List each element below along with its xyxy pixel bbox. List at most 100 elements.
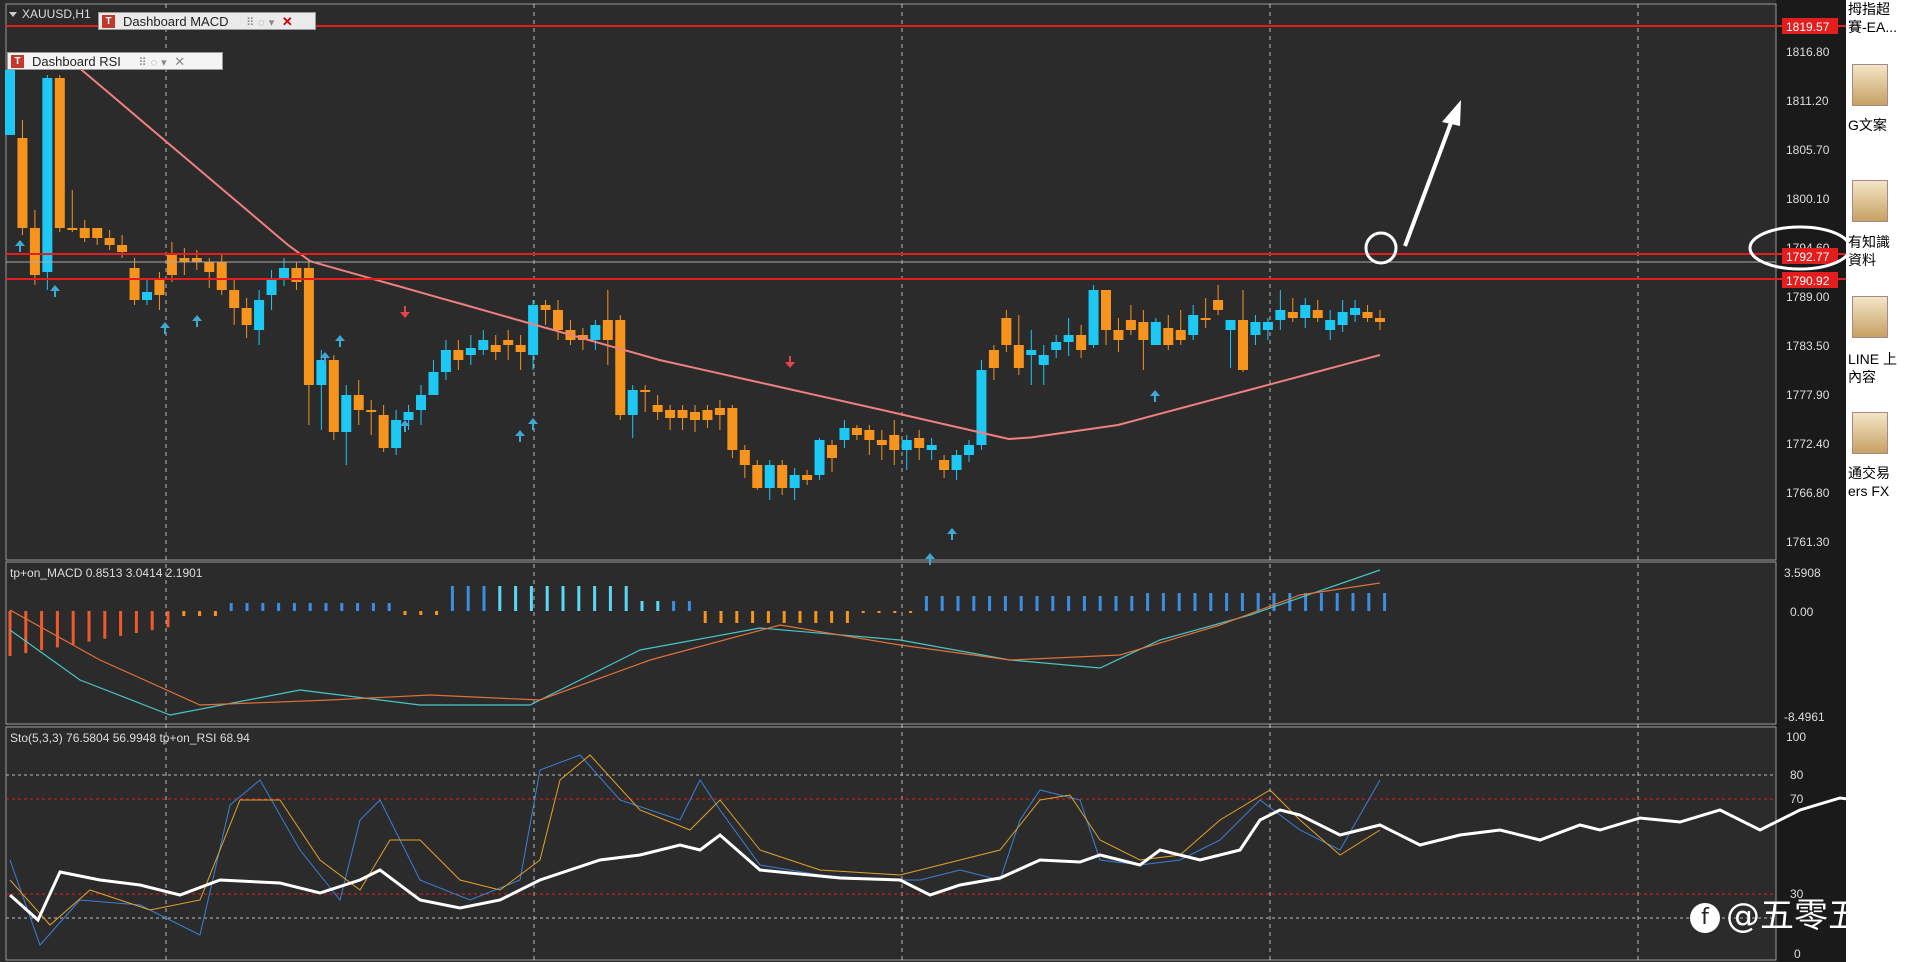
close-icon[interactable]: ✕ xyxy=(174,54,186,69)
macd-histogram-bar xyxy=(924,596,928,611)
candle-body xyxy=(528,305,539,355)
macd-histogram-bar xyxy=(40,611,44,651)
candle-body xyxy=(1287,312,1298,318)
highlight-ellipse-price xyxy=(1748,225,1852,271)
candle-body xyxy=(1175,330,1186,340)
candle-body xyxy=(964,445,974,455)
macd-histogram-bar xyxy=(213,611,217,616)
close-icon[interactable]: ✕ xyxy=(281,14,293,29)
candle-body xyxy=(789,475,800,488)
file-icon[interactable] xyxy=(1852,64,1888,106)
candle-body xyxy=(515,345,526,352)
candle-body xyxy=(814,440,825,475)
chart-menu-icon[interactable] xyxy=(9,12,17,17)
dashboard-rsi-label: Dashboard RSI xyxy=(32,54,121,69)
candle-body xyxy=(926,445,937,450)
buy-arrow-icon xyxy=(15,240,25,246)
macd-histogram-bar xyxy=(292,603,296,611)
price-axis-label: 1800.10 xyxy=(1786,192,1830,206)
candle-body xyxy=(1063,335,1074,342)
desktop-label: 內容 xyxy=(1848,369,1876,385)
macd-histogram-bar xyxy=(498,586,502,611)
macd-histogram-bar xyxy=(198,611,202,616)
candle-body xyxy=(1188,315,1199,335)
macd-histogram-bar xyxy=(845,611,849,623)
macd-histogram-bar xyxy=(403,611,407,615)
macd-histogram-bar xyxy=(308,603,312,611)
candle-body xyxy=(1076,335,1087,350)
macd-histogram-bar xyxy=(482,586,486,611)
macd-histogram-bar xyxy=(893,611,897,613)
candle-body xyxy=(54,78,65,228)
desktop-label: 拇指超 xyxy=(1848,1,1890,17)
macd-histogram-bar xyxy=(1383,593,1387,611)
candle-body xyxy=(1013,345,1024,368)
candle-body xyxy=(1362,312,1373,318)
macd-histogram-bar xyxy=(703,611,707,623)
candle-body xyxy=(802,475,813,480)
candle-body xyxy=(839,428,850,440)
macd-histogram-bar xyxy=(751,611,755,623)
macd-histogram-bar xyxy=(719,611,723,623)
macd-histogram-bar xyxy=(245,603,249,611)
macd-histogram-bar xyxy=(940,596,944,611)
candle-body xyxy=(615,320,626,415)
macd-histogram-bar xyxy=(1272,593,1276,611)
price-axis-label: 1761.30 xyxy=(1786,535,1830,549)
file-icon[interactable] xyxy=(1852,412,1888,454)
macd-histogram-bar xyxy=(103,611,107,639)
buy-arrow-icon xyxy=(160,322,170,328)
candle-body xyxy=(1026,350,1037,355)
candle-body xyxy=(727,408,738,450)
candle-body xyxy=(191,258,202,262)
candle-body xyxy=(1238,320,1248,370)
candle-body xyxy=(827,445,837,458)
macd-axis-max: 3.5908 xyxy=(1784,566,1821,580)
candle-body xyxy=(1213,300,1224,310)
sto-axis-80: 80 xyxy=(1790,768,1804,782)
dashboard-rsi-panel[interactable]: T Dashboard RSI ⠿◌▾ ✕ xyxy=(7,52,223,70)
watermark: f @五零五甲 xyxy=(1690,888,1896,937)
desktop-label: 賽-EA... xyxy=(1848,19,1898,35)
desktop-label: 有知識 xyxy=(1848,234,1890,250)
macd-histogram-bar xyxy=(988,596,992,611)
macd-histogram-bar xyxy=(277,603,281,611)
panel-controls-icon[interactable]: ⠿◌▾ xyxy=(138,57,171,69)
candle-body xyxy=(764,465,775,488)
candle-body xyxy=(1113,330,1124,340)
candle-body xyxy=(1200,318,1211,320)
file-icon[interactable] xyxy=(1852,296,1888,338)
buy-arrow-icon xyxy=(320,352,330,358)
macd-histogram-bar xyxy=(87,611,91,642)
price-tag-low: 1790.92 xyxy=(1786,274,1830,288)
candle-body xyxy=(92,228,103,238)
desktop-label: LINE 上 xyxy=(1848,351,1898,367)
candle-body xyxy=(864,430,875,440)
candle-body xyxy=(366,410,377,412)
candle-body xyxy=(179,258,190,262)
price-tag-top-bg xyxy=(1782,18,1838,34)
macd-histogram-bar xyxy=(1209,593,1213,611)
candle-body xyxy=(1312,310,1323,318)
stochastic-chart xyxy=(6,754,1920,946)
candle-body xyxy=(939,460,950,470)
candle-body xyxy=(29,228,40,275)
macd-histogram-bar xyxy=(798,611,802,623)
candle-body xyxy=(988,350,999,368)
price-axis-label: 1766.80 xyxy=(1786,486,1830,500)
candle-body xyxy=(665,410,676,418)
macd-histogram-bar xyxy=(593,586,597,611)
candle-body xyxy=(266,280,277,295)
price-tag-low-bg xyxy=(1782,272,1838,288)
buy-arrow-icon xyxy=(192,315,202,321)
file-icon[interactable] xyxy=(1852,180,1888,222)
candle-body xyxy=(1375,318,1385,322)
macd-histogram-bar xyxy=(1019,596,1023,611)
candle-body xyxy=(341,395,352,432)
panel-controls-icon[interactable]: ⠿◌▾ xyxy=(246,17,279,29)
candle-body xyxy=(739,450,750,465)
dashboard-macd-panel[interactable]: T Dashboard MACD ⠿◌▾ ✕ xyxy=(98,12,316,30)
candle-body xyxy=(254,300,265,330)
macd-histogram-bar xyxy=(1288,593,1292,611)
